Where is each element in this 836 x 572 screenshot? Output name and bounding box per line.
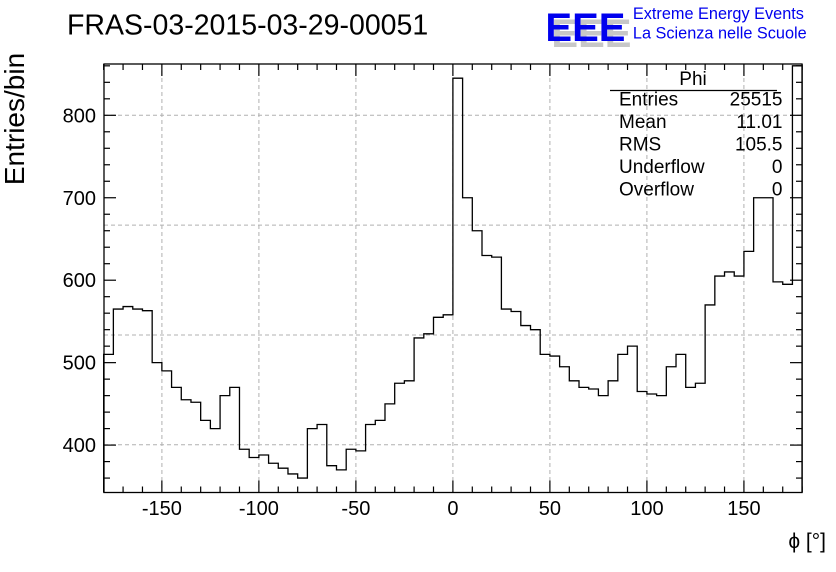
svg-text:0: 0 [772,157,783,178]
svg-text:-100: -100 [239,498,279,520]
svg-text:RMS: RMS [619,135,661,156]
svg-text:ϕ [°]: ϕ [°] [788,530,826,553]
svg-text:EEE: EEE [545,6,625,50]
svg-text:25515: 25515 [730,90,783,111]
svg-text:0: 0 [772,180,783,201]
svg-text:400: 400 [63,435,96,457]
svg-text:-150: -150 [142,498,182,520]
svg-text:105.5: 105.5 [735,135,783,156]
svg-text:Mean: Mean [619,112,667,133]
svg-text:600: 600 [63,270,96,292]
svg-text:Extreme Energy Events: Extreme Energy Events [633,5,804,23]
svg-text:Overflow: Overflow [619,180,694,201]
svg-text:Phi: Phi [679,69,706,90]
svg-text:11.01: 11.01 [736,112,782,133]
svg-text:100: 100 [630,498,663,520]
svg-text:-50: -50 [341,498,370,520]
svg-text:Entries/bin: Entries/bin [0,53,30,185]
svg-text:Underflow: Underflow [619,157,705,178]
svg-text:0: 0 [447,498,458,520]
svg-text:700: 700 [63,188,96,210]
svg-text:150: 150 [727,498,760,520]
svg-text:50: 50 [539,498,561,520]
svg-text:800: 800 [63,105,96,127]
svg-text:500: 500 [63,353,96,375]
svg-text:FRAS-03-2015-03-29-00051: FRAS-03-2015-03-29-00051 [67,10,428,42]
svg-text:La Scienza nelle Scuole: La Scienza nelle Scuole [633,25,807,43]
svg-text:Entries: Entries [619,90,678,111]
